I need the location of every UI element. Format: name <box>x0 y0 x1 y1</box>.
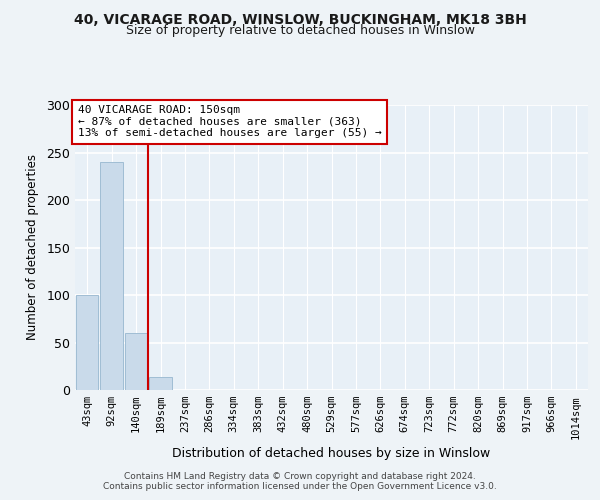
Bar <box>76 295 98 390</box>
Bar <box>100 162 123 390</box>
Bar <box>125 333 148 390</box>
Y-axis label: Number of detached properties: Number of detached properties <box>26 154 40 340</box>
Bar <box>149 376 172 390</box>
Text: Contains public sector information licensed under the Open Government Licence v3: Contains public sector information licen… <box>103 482 497 491</box>
Text: 40 VICARAGE ROAD: 150sqm
← 87% of detached houses are smaller (363)
13% of semi-: 40 VICARAGE ROAD: 150sqm ← 87% of detach… <box>77 106 382 138</box>
Text: Contains HM Land Registry data © Crown copyright and database right 2024.: Contains HM Land Registry data © Crown c… <box>124 472 476 481</box>
Text: 40, VICARAGE ROAD, WINSLOW, BUCKINGHAM, MK18 3BH: 40, VICARAGE ROAD, WINSLOW, BUCKINGHAM, … <box>74 12 526 26</box>
Text: Size of property relative to detached houses in Winslow: Size of property relative to detached ho… <box>125 24 475 37</box>
X-axis label: Distribution of detached houses by size in Winslow: Distribution of detached houses by size … <box>172 447 491 460</box>
